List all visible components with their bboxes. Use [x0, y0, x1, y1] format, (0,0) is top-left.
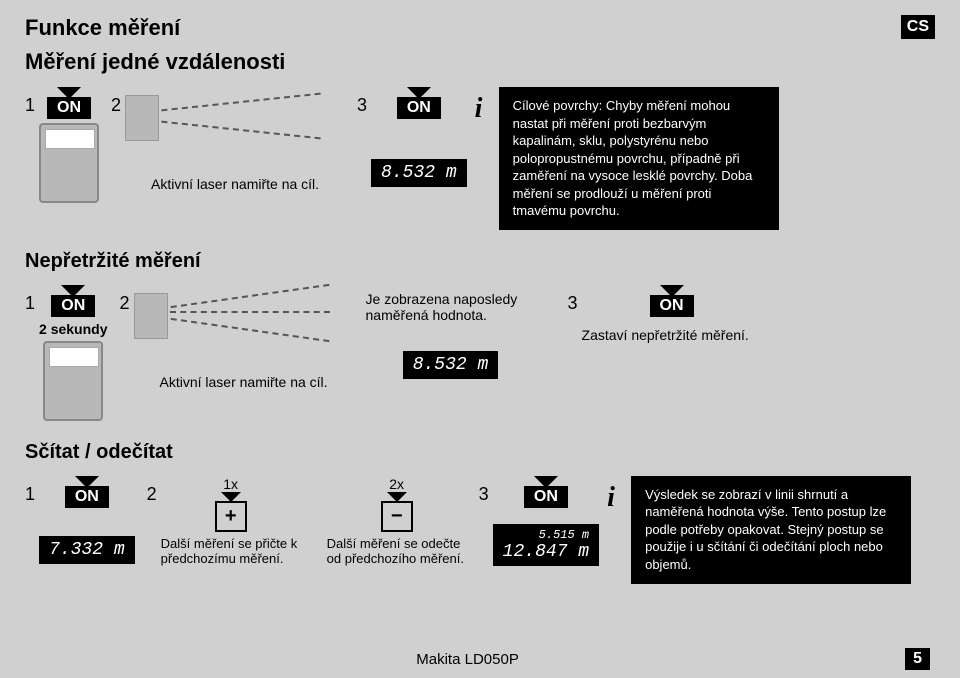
footer-product: Makita LD050P	[416, 651, 519, 668]
laser-caption: Aktivní laser namiřte na cíl.	[151, 176, 319, 192]
step-number: 2	[111, 95, 121, 116]
info-text: Výsledek se zobrazí v linii shrnutí a na…	[631, 476, 911, 584]
info-text: Cílové povrchy: Chyby měření mohou nasta…	[499, 87, 779, 230]
step-number: 2	[120, 293, 130, 314]
laser-diagram	[125, 87, 345, 172]
step-number: 2	[147, 484, 157, 505]
on-button[interactable]: ON	[524, 476, 568, 508]
result-value: 8.532 m	[371, 159, 467, 187]
page-title: Funkce měření	[25, 15, 285, 41]
section3-title: Sčítat / odečítat	[25, 441, 935, 464]
plus-button[interactable]: +	[215, 492, 247, 532]
step-number: 3	[568, 293, 578, 314]
step-number: 1	[25, 95, 35, 116]
info-icon: i	[607, 482, 615, 514]
lang-badge: CS	[901, 15, 935, 39]
on-button[interactable]: ON	[65, 476, 109, 508]
step-number: 3	[357, 95, 367, 116]
minus-button[interactable]: −	[381, 492, 413, 532]
page-number: 5	[905, 648, 930, 670]
step-number: 1	[25, 484, 35, 505]
on-button[interactable]: ON	[51, 285, 95, 317]
on-button[interactable]: ON	[47, 87, 91, 119]
result-value: 5.515 m 12.847 m	[493, 524, 599, 566]
step-number: 1	[25, 293, 35, 314]
section2-title: Nepřetržité měření	[25, 250, 935, 273]
section1-title: Měření jedné vzdálenosti	[25, 49, 285, 75]
device-icon	[39, 123, 99, 203]
on-button[interactable]: ON	[650, 285, 694, 317]
info-icon: i	[475, 93, 483, 125]
on-button[interactable]: ON	[397, 87, 441, 119]
plus-caption: Další měření se přičte k předchozímu měř…	[161, 536, 301, 566]
laser-diagram	[134, 285, 354, 370]
last-value-label: Je zobrazena naposledy naměřená hodnota.	[366, 291, 536, 323]
start-value: 7.332 m	[39, 536, 135, 564]
device-icon	[43, 341, 103, 421]
result-value: 8.532 m	[403, 351, 499, 379]
count-label: 1x	[223, 476, 238, 492]
laser-caption: Aktivní laser namiřte na cíl.	[159, 374, 327, 390]
seconds-label: 2 sekundy	[39, 321, 107, 337]
stop-label: Zastaví nepřetržité měření.	[582, 327, 762, 343]
count-label: 2x	[389, 476, 404, 492]
minus-caption: Další měření se odečte od předchozího mě…	[327, 536, 467, 566]
step-number: 3	[479, 484, 489, 505]
